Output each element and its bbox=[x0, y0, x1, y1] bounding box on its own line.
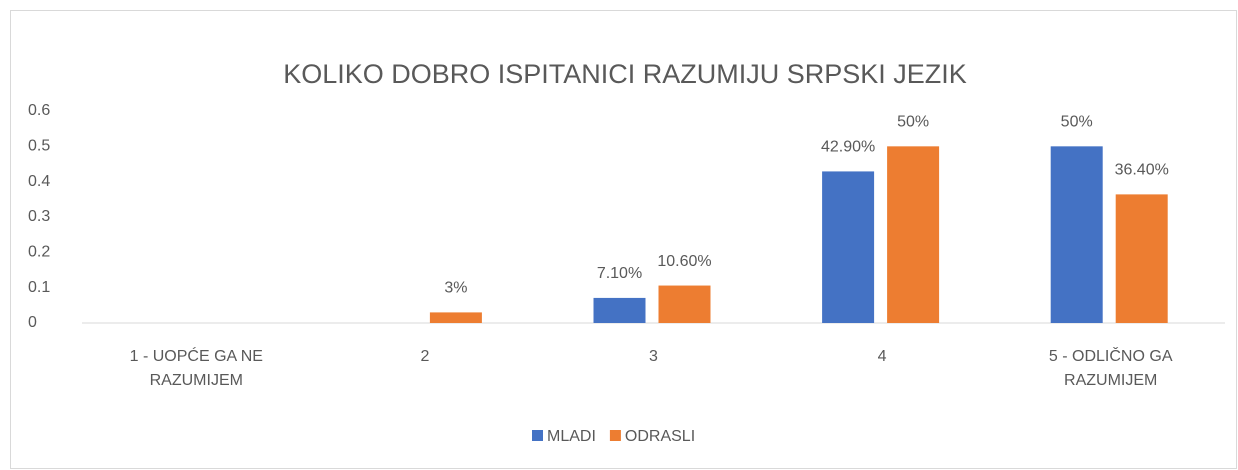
legend-swatch bbox=[609, 430, 621, 441]
y-tick-label: 0.3 bbox=[28, 208, 50, 225]
y-tick-label: 0 bbox=[28, 314, 37, 331]
data-label: 50% bbox=[1061, 114, 1093, 131]
legend-swatch bbox=[532, 430, 543, 441]
chart-border bbox=[10, 10, 1237, 469]
bar bbox=[1115, 194, 1168, 323]
y-tick-label: 0.5 bbox=[28, 138, 50, 155]
x-tick-label: 4 bbox=[878, 348, 887, 365]
data-label: 42.90% bbox=[821, 139, 875, 156]
y-tick-label: 0.6 bbox=[28, 102, 50, 119]
bar bbox=[1050, 146, 1103, 323]
data-label: 3% bbox=[444, 280, 467, 297]
x-tick-label: 3 bbox=[649, 348, 658, 365]
data-label: 50% bbox=[897, 114, 929, 131]
bar bbox=[822, 171, 875, 323]
x-tick-label: 5 - ODLIČNO GA RAZUMIJEM bbox=[1049, 346, 1173, 389]
bar bbox=[658, 285, 711, 323]
bar bbox=[593, 297, 646, 323]
y-tick-label: 0.4 bbox=[28, 173, 50, 190]
x-tick-label: 2 bbox=[420, 348, 429, 365]
bar bbox=[429, 312, 482, 323]
bar bbox=[887, 146, 940, 323]
data-label: 10.60% bbox=[657, 253, 711, 270]
legend-label: MLADI bbox=[547, 428, 596, 445]
y-tick-label: 0.1 bbox=[28, 279, 50, 296]
data-label: 7.10% bbox=[597, 265, 642, 282]
data-label: 36.40% bbox=[1115, 162, 1169, 179]
chart-title: KOLIKO DOBRO ISPITANICI RAZUMIJU SRPSKI … bbox=[283, 59, 967, 89]
y-tick-label: 0.2 bbox=[28, 244, 50, 261]
legend-label: ODRASLI bbox=[625, 428, 695, 445]
x-tick-label: 1 - UOPĆE GA NE RAZUMIJEM bbox=[130, 346, 263, 389]
